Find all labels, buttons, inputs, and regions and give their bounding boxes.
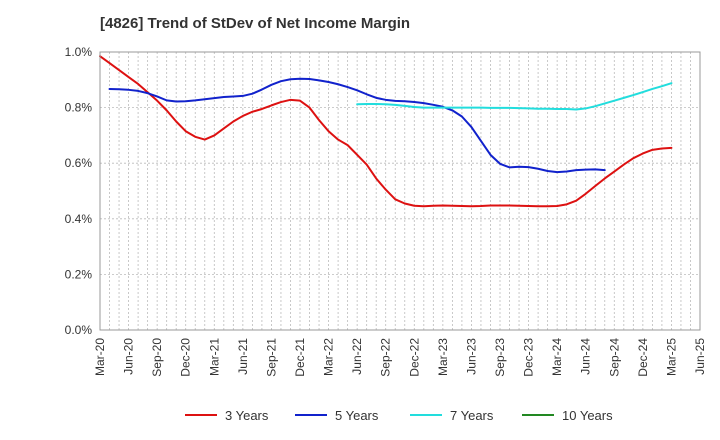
x-tick-label: Mar-22 <box>322 338 336 376</box>
x-tick-label: Jun-20 <box>122 338 136 375</box>
x-tick-label: Jun-23 <box>464 338 478 375</box>
x-axis-ticks: Mar-20 Jun-20 Sep-20 Dec-20 Mar-21 Jun-21 Sep-… <box>93 338 707 377</box>
series-lines <box>99 55 673 208</box>
x-tick-label: Sep-24 <box>607 338 621 377</box>
legend: 3 Years 5 Years 7 Years 10 Years <box>185 408 613 423</box>
x-tick-label: Dec-24 <box>636 338 650 377</box>
grid <box>100 52 700 330</box>
legend-label-7-years: 7 Years <box>450 408 494 423</box>
x-tick-label: Dec-21 <box>293 338 307 377</box>
x-tick-label: Sep-20 <box>150 338 164 377</box>
x-tick-label: Mar-25 <box>664 338 678 376</box>
x-tick-label: Jun-22 <box>350 338 364 375</box>
x-tick-label: Mar-24 <box>550 338 564 376</box>
x-tick-label: Sep-22 <box>379 338 393 377</box>
x-tick-label: Dec-23 <box>522 338 536 377</box>
legend-label-3-years: 3 Years <box>225 408 269 423</box>
x-tick-label: Jun-24 <box>579 338 593 375</box>
y-tick-label: 0.8% <box>65 101 93 115</box>
series-line-5-years <box>108 77 606 174</box>
y-tick-label: 0.4% <box>65 212 93 226</box>
x-tick-label: Mar-23 <box>436 338 450 376</box>
series-line-3-years <box>99 55 673 208</box>
series-line-7-years <box>356 82 673 111</box>
y-tick-label: 1.0% <box>65 45 93 59</box>
y-tick-label: 0.0% <box>65 323 93 337</box>
legend-label-5-years: 5 Years <box>335 408 379 423</box>
x-tick-label: Sep-23 <box>493 338 507 377</box>
legend-label-10-years: 10 Years <box>562 408 613 423</box>
x-tick-label: Mar-21 <box>207 338 221 376</box>
x-tick-label: Jun-25 <box>693 338 707 375</box>
x-tick-label: Dec-22 <box>407 338 421 377</box>
x-tick-label: Dec-20 <box>179 338 193 377</box>
y-tick-label: 0.2% <box>65 267 93 281</box>
y-axis-ticks: 0.0% 0.2% 0.4% 0.6% 0.8% 1.0% <box>65 45 93 337</box>
x-tick-label: Jun-21 <box>236 338 250 375</box>
plot-frame <box>99 51 701 331</box>
y-tick-label: 0.6% <box>65 156 93 170</box>
x-tick-label: Mar-20 <box>93 338 107 376</box>
chart-title: [4826] Trend of StDev of Net Income Marg… <box>100 15 410 32</box>
x-tick-label: Sep-21 <box>264 338 278 377</box>
